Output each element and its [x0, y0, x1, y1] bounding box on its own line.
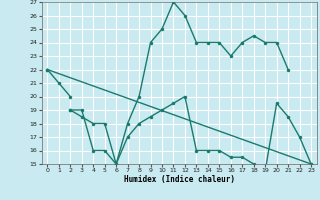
X-axis label: Humidex (Indice chaleur): Humidex (Indice chaleur): [124, 175, 235, 184]
